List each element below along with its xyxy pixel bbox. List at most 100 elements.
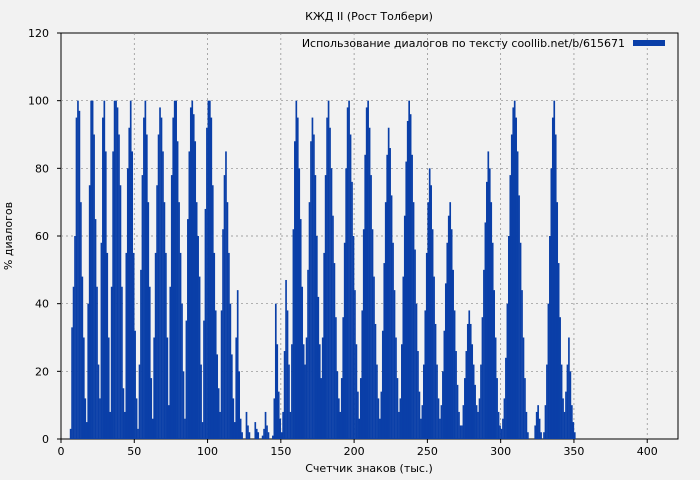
bar: [314, 175, 317, 439]
x-axis: 0 50 100 150 200 250 300 350 400: [58, 439, 658, 458]
x-tick-label: 300: [490, 445, 511, 458]
bar: [176, 141, 179, 439]
bar: [302, 344, 305, 439]
bar: [427, 202, 430, 439]
bar: [219, 411, 221, 439]
bar: [402, 276, 405, 439]
bar: [187, 219, 189, 439]
bar: [358, 418, 361, 439]
bar: [115, 100, 117, 440]
bar: [184, 418, 186, 439]
bar: [439, 418, 441, 439]
bar: [320, 378, 323, 439]
bar: [214, 310, 217, 439]
bar: [236, 290, 239, 439]
bar: [557, 263, 560, 439]
bar: [409, 114, 412, 439]
bar: [453, 310, 456, 439]
bar: [182, 371, 185, 439]
bar: [491, 242, 494, 439]
x-axis-label: Счетчик знаков (тыс.): [305, 462, 433, 475]
bar: [141, 175, 144, 439]
bar: [462, 405, 465, 439]
bar: [553, 100, 556, 440]
bar: [562, 398, 564, 439]
bar: [213, 252, 216, 439]
bar: [261, 435, 264, 439]
bar: [313, 134, 315, 439]
bar: [436, 364, 438, 439]
bar: [124, 411, 126, 439]
bar: [330, 168, 333, 440]
y-tick-label: 0: [42, 433, 49, 446]
bar: [146, 134, 148, 439]
bar: [509, 175, 512, 439]
bar: [433, 276, 435, 439]
bar: [282, 411, 284, 439]
bar: [569, 371, 572, 439]
bar: [154, 252, 157, 439]
bar: [565, 391, 567, 439]
bar: [257, 432, 260, 439]
bar: [305, 337, 308, 439]
bar: [430, 185, 432, 439]
bar: [225, 151, 227, 439]
bar: [544, 405, 547, 439]
bar: [475, 405, 478, 439]
bar: [112, 151, 114, 439]
bar: [443, 330, 446, 439]
legend: Использование диалогов по тексту coollib…: [302, 37, 665, 50]
bar: [483, 269, 485, 439]
bar: [556, 202, 559, 439]
y-axis-label: % диалогов: [2, 202, 15, 270]
bar: [185, 320, 188, 439]
bar: [563, 411, 566, 439]
bar: [147, 202, 150, 439]
x-tick-label: 100: [197, 445, 218, 458]
bar: [348, 100, 350, 440]
bar: [289, 411, 292, 439]
bar: [81, 276, 84, 439]
bar: [77, 100, 79, 440]
legend-label: Использование диалогов по тексту coollib…: [302, 37, 625, 50]
bar: [371, 229, 374, 439]
bar: [109, 411, 112, 439]
bar: [238, 371, 240, 439]
bar: [458, 411, 460, 439]
bar: [459, 425, 462, 439]
bar: [398, 411, 400, 439]
bar: [241, 432, 243, 439]
bar: [321, 337, 324, 439]
bar: [276, 344, 279, 439]
bar: [411, 154, 413, 440]
bar: [534, 425, 537, 439]
bar: [446, 242, 449, 439]
bar: [254, 422, 257, 439]
bar: [247, 425, 249, 439]
bar: [128, 127, 131, 439]
bar: [245, 411, 248, 439]
bar: [551, 117, 554, 439]
bar: [235, 337, 238, 439]
bar: [311, 117, 314, 439]
bar: [449, 202, 452, 439]
bar: [452, 269, 454, 439]
bar: [559, 317, 561, 439]
bar: [510, 134, 513, 439]
y-tick-label: 80: [35, 162, 49, 175]
bar: [488, 168, 491, 440]
bar: [308, 202, 311, 439]
bar: [209, 100, 211, 440]
y-tick-label: 60: [35, 230, 49, 243]
bar: [499, 425, 501, 439]
bar: [104, 151, 107, 439]
bar: [486, 181, 488, 439]
bar: [317, 296, 320, 439]
bar: [384, 202, 387, 439]
bar: [474, 384, 476, 439]
bar: [503, 398, 506, 439]
bar: [417, 351, 419, 439]
bar: [326, 117, 328, 439]
x-tick-label: 250: [417, 445, 438, 458]
bar: [277, 391, 280, 439]
